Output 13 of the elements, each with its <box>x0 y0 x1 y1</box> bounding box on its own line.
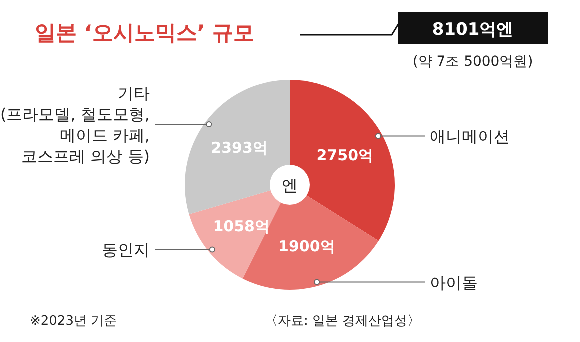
text: ※2023년 기준 <box>30 314 118 329</box>
text: (약 7조 5000억원) <box>412 54 534 70</box>
slice-label: 아이돌 <box>430 273 478 292</box>
slice-label: 동인지 <box>102 240 150 260</box>
slice-label: 기타 (프라모델, 철도모형, 메이드 카페, 코스프레 의상 등) <box>0 84 150 166</box>
text: 엔 <box>282 176 298 195</box>
data-label: 2750억 <box>316 146 374 165</box>
chart-title: 일본 ‘오시노믹스’ 규모 <box>35 21 255 45</box>
text: 8101억엔 <box>432 20 514 40</box>
data-label: 1900억 <box>278 238 336 256</box>
data-label: 1058억 <box>213 217 270 236</box>
text: 〈자료: 일본 경제산업성〉 <box>265 314 421 329</box>
slice-label: 애니메이션 <box>430 127 510 146</box>
